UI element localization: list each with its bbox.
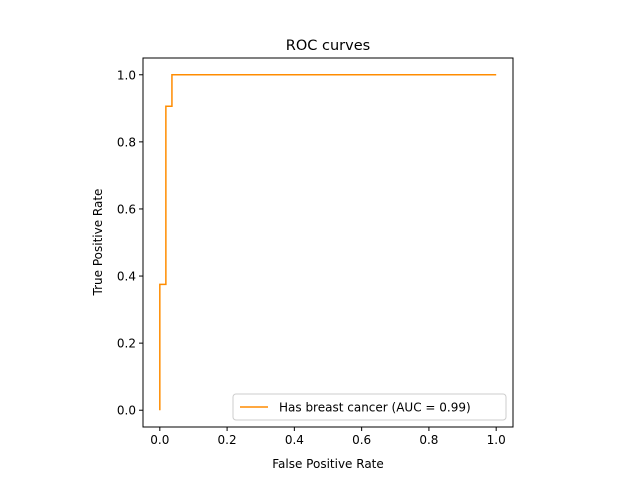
- x-tick-label: 1.0: [487, 433, 506, 447]
- y-tick-label: 0.4: [117, 270, 136, 284]
- x-tick-label: 0.4: [285, 433, 304, 447]
- x-tick-label: 0.0: [150, 433, 169, 447]
- y-tick-label: 0.2: [117, 337, 136, 351]
- x-axis-label: False Positive Rate: [272, 457, 384, 471]
- x-tick-label: 0.2: [218, 433, 237, 447]
- y-tick-label: 0.0: [117, 404, 136, 418]
- chart-title: ROC curves: [286, 38, 370, 54]
- roc-curve-line: [159, 74, 497, 411]
- x-axis-ticks: 0.0 0.2 0.4 0.6 0.8 1.0: [150, 427, 506, 447]
- series-layer: [159, 74, 497, 411]
- plot-frame: [142, 57, 514, 428]
- y-tick-label: 0.8: [117, 135, 136, 149]
- y-tick-label: 1.0: [117, 68, 136, 82]
- y-tick-label: 0.6: [117, 202, 136, 216]
- x-tick-label: 0.6: [352, 433, 371, 447]
- legend-label: Has breast cancer (AUC = 0.99): [279, 401, 471, 415]
- legend-box: [232, 393, 507, 421]
- legend: Has breast cancer (AUC = 0.99): [232, 393, 507, 421]
- y-axis-ticks: 0.0 0.2 0.4 0.6 0.8 1.0: [117, 68, 143, 418]
- y-axis-label: True Positive Rate: [91, 189, 105, 297]
- x-tick-label: 0.8: [419, 433, 438, 447]
